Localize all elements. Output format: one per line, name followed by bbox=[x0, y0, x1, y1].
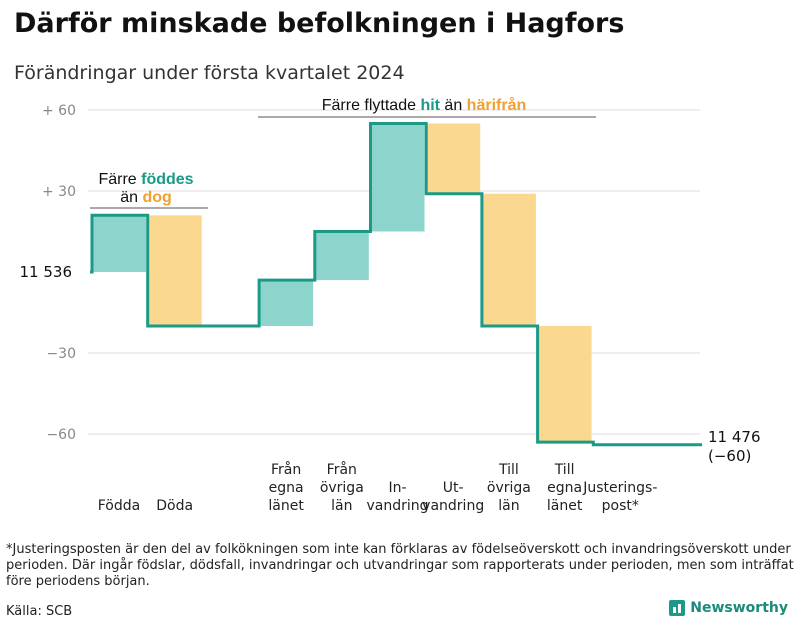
annotation-births-deaths-line1: Färre föddes bbox=[98, 171, 193, 188]
bar-in-vandring bbox=[370, 123, 425, 232]
category-label: Döda bbox=[156, 498, 193, 514]
axis-labels: + 60 + 30 −30 −60 11 536 Födda Döda Från egna län… bbox=[20, 103, 761, 514]
category-label: Till bbox=[554, 462, 575, 478]
bar-födda bbox=[92, 215, 146, 272]
category-label: Till bbox=[498, 462, 519, 478]
end-value-label: 11 476 bbox=[708, 428, 761, 446]
bars bbox=[92, 123, 592, 443]
bar-från-egna-länet bbox=[259, 280, 314, 326]
category-label: övriga bbox=[320, 480, 364, 496]
bar-döda bbox=[147, 215, 202, 326]
category-label: länet bbox=[268, 498, 304, 514]
y-tick-label: −30 bbox=[46, 346, 76, 362]
bar-till-övriga-län bbox=[481, 193, 536, 326]
bar-chart-icon bbox=[669, 600, 686, 616]
category-label: län bbox=[331, 498, 352, 514]
annotation-births-deaths-line2: än dog bbox=[120, 189, 172, 206]
category-label: egna bbox=[547, 480, 582, 496]
category-label: Födda bbox=[98, 498, 140, 514]
brand-name: Newsworthy bbox=[690, 600, 788, 616]
category-label: vandring bbox=[366, 498, 428, 514]
footnote: *Justeringsposten är den del av folkökni… bbox=[6, 542, 794, 589]
y-tick-label: −60 bbox=[46, 427, 76, 443]
category-label: post* bbox=[602, 498, 639, 514]
category-label: Från bbox=[327, 461, 357, 478]
chart-title: Därför minskade befolkningen i Hagfors bbox=[14, 8, 625, 39]
y-tick-label: + 60 bbox=[42, 103, 76, 119]
end-change-label: (−60) bbox=[708, 447, 751, 465]
running-total-line bbox=[90, 122, 702, 447]
brand-logo: Newsworthy bbox=[669, 600, 788, 616]
annotations: Färre föddes än dog Färre flyttade hit ä… bbox=[90, 96, 596, 209]
category-label: Från bbox=[271, 461, 301, 478]
category-label: In- bbox=[388, 480, 406, 496]
annotation-migration: Färre flyttade hit än härifrån bbox=[322, 96, 527, 114]
waterfall-chart: Färre föddes än dog Färre flyttade hit ä… bbox=[20, 96, 761, 514]
category-label: länet bbox=[547, 498, 583, 514]
running-total-path bbox=[90, 122, 702, 447]
category-label: egna bbox=[269, 480, 304, 496]
category-label: län bbox=[498, 498, 519, 514]
category-label: Justerings- bbox=[582, 480, 657, 496]
bar-från-övriga-län bbox=[314, 231, 369, 281]
category-label: Ut- bbox=[443, 480, 464, 496]
category-label: övriga bbox=[487, 480, 531, 496]
source: Källa: SCB bbox=[6, 604, 73, 619]
bar-till-egna-länet bbox=[537, 326, 592, 443]
chart-subtitle: Förändringar under första kvartalet 2024 bbox=[14, 62, 405, 84]
start-value-label: 11 536 bbox=[20, 263, 73, 281]
y-tick-label: + 30 bbox=[42, 184, 76, 200]
bar-ut-vandring bbox=[426, 123, 481, 194]
category-label: vandring bbox=[422, 498, 484, 514]
